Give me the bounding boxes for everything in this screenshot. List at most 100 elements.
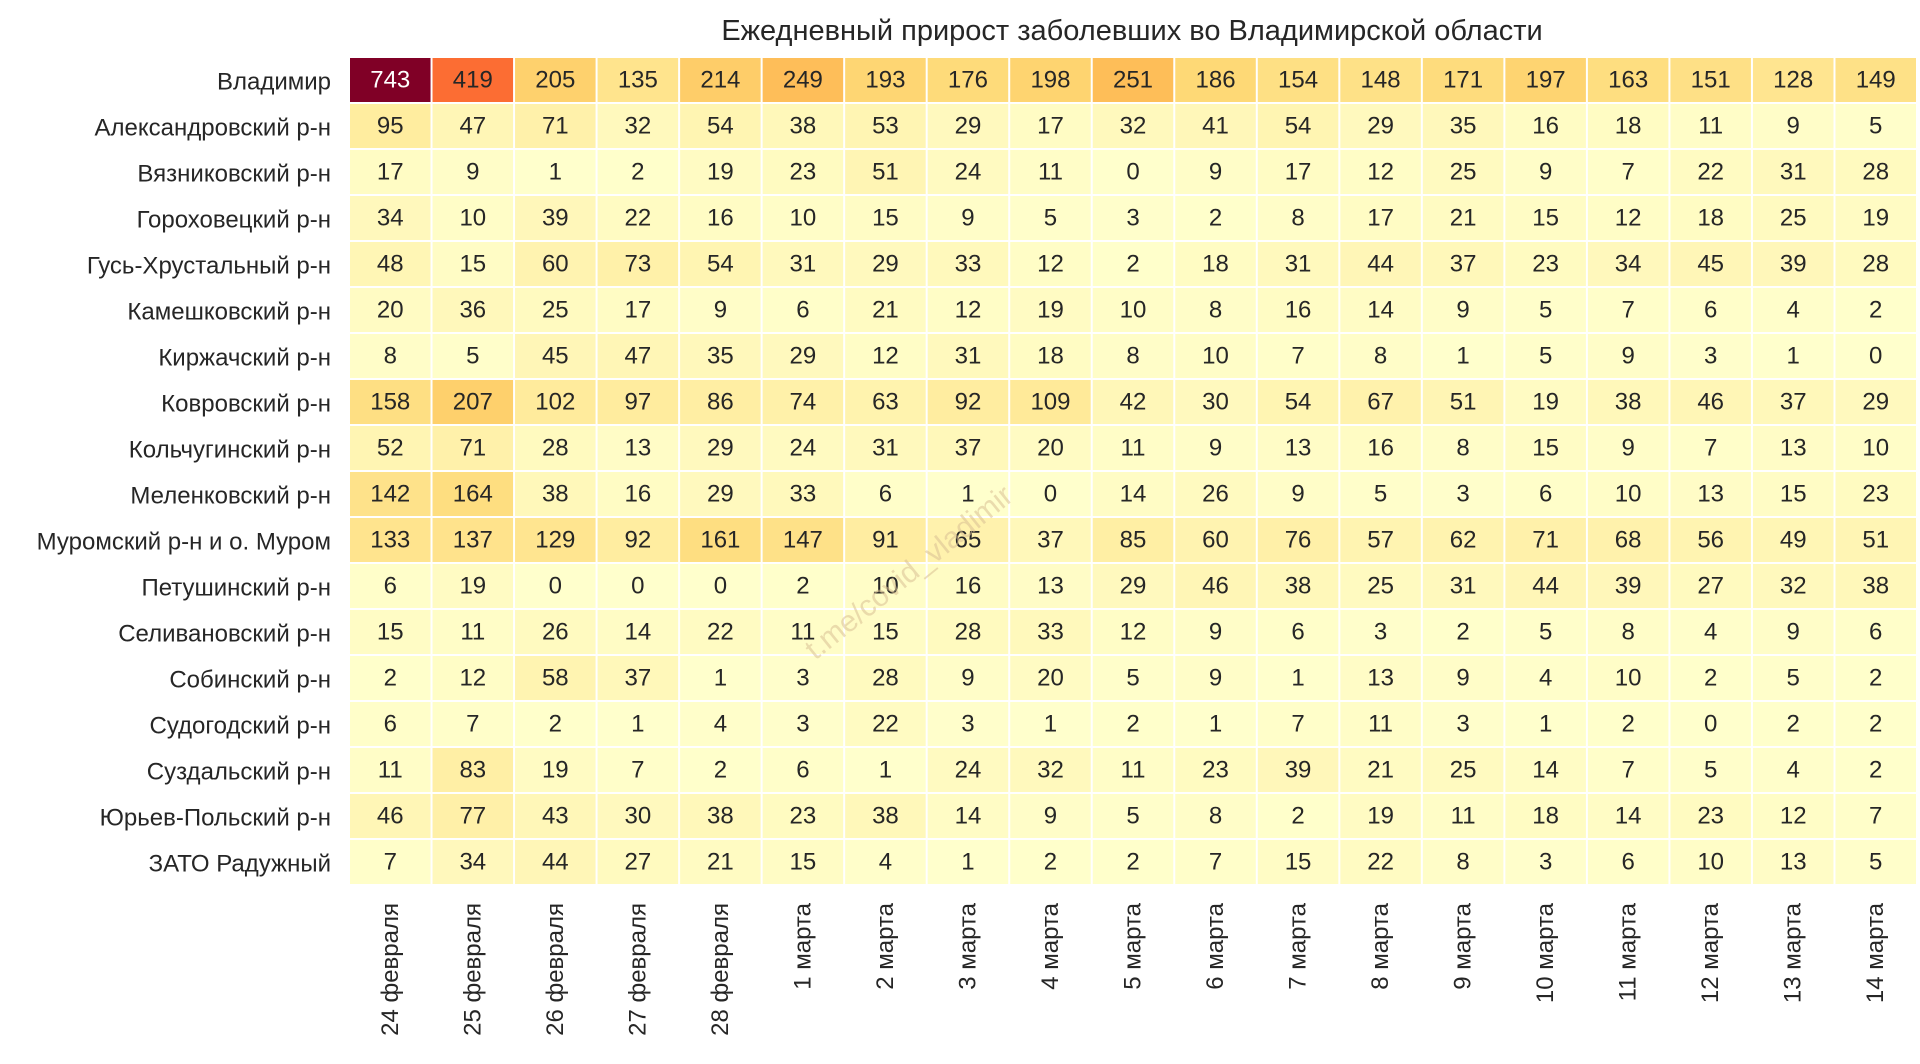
heatmap-cell <box>762 748 844 792</box>
heatmap-cell <box>350 334 431 378</box>
heatmap-value-label: 15 <box>872 619 899 646</box>
heatmap-cell <box>680 196 761 240</box>
heatmap-cell <box>1092 518 1174 562</box>
heatmap-value-label: 35 <box>1450 113 1477 140</box>
heatmap-cell <box>1670 380 1751 424</box>
heatmap-cell <box>1257 242 1339 286</box>
heatmap-value-label: 77 <box>459 803 486 830</box>
heatmap-value-label: 9 <box>1291 481 1304 508</box>
heatmap-value-label: 46 <box>1202 573 1229 600</box>
heatmap-cell <box>1010 380 1091 424</box>
heatmap-value-label: 8 <box>1621 619 1634 646</box>
heatmap-cell <box>1505 288 1586 332</box>
heatmap-cell <box>1010 196 1091 240</box>
heatmap-value-label: 6 <box>1539 481 1552 508</box>
heatmap-cell <box>1505 794 1586 838</box>
column-label: 28 февраля <box>707 903 734 1036</box>
heatmap-value-label: 10 <box>1120 297 1147 324</box>
row-label: Петушинский р-н <box>141 575 331 602</box>
heatmap-value-label: 39 <box>1780 251 1807 278</box>
heatmap-cell <box>1505 702 1586 746</box>
heatmap-value-label: 56 <box>1697 527 1724 554</box>
heatmap-value-label: 11 <box>1121 757 1146 784</box>
heatmap-value-label: 419 <box>453 67 493 94</box>
heatmap-cell <box>1670 196 1751 240</box>
heatmap-cell <box>1422 656 1504 700</box>
heatmap-cell <box>680 150 761 194</box>
heatmap-cell <box>927 794 1009 838</box>
heatmap-cell <box>1505 518 1586 562</box>
heatmap-cell <box>762 150 844 194</box>
heatmap-cell <box>1422 748 1504 792</box>
column-labels: 24 февраля 25 февраля 26 февраля 27 февраля… <box>377 902 1889 1036</box>
heatmap-value-label: 12 <box>955 297 982 324</box>
heatmap-cell <box>1175 518 1256 562</box>
heatmap-value-label: 37 <box>1037 527 1064 554</box>
heatmap-cell <box>680 380 761 424</box>
heatmap-value-label: 2 <box>1869 665 1882 692</box>
heatmap-cell <box>1752 794 1834 838</box>
heatmap-value-label: 1 <box>1539 711 1552 738</box>
heatmap-cell <box>680 104 761 148</box>
heatmap-cell <box>1835 104 1916 148</box>
heatmap-cell <box>1422 564 1504 608</box>
heatmap-cell <box>597 242 679 286</box>
heatmap-cell <box>762 380 844 424</box>
heatmap-value-label: 158 <box>370 389 410 416</box>
heatmap-cell <box>1175 472 1256 516</box>
heatmap-cell <box>1587 702 1669 746</box>
heatmap-cell <box>1587 58 1669 102</box>
heatmap-cell <box>1092 426 1174 470</box>
heatmap-value-label: 4 <box>714 711 727 738</box>
heatmap-value-label: 1 <box>1209 711 1222 738</box>
heatmap-cell <box>1670 518 1751 562</box>
heatmap-cell <box>1340 58 1421 102</box>
row-label: Юрьев-Польский р-н <box>100 805 331 832</box>
heatmap-cell <box>680 242 761 286</box>
heatmap-value-label: 0 <box>714 573 727 600</box>
heatmap-cell <box>1587 518 1669 562</box>
heatmap-cell <box>1092 58 1174 102</box>
heatmap-value-label: 23 <box>1202 757 1229 784</box>
heatmap-value-label: 5 <box>1539 297 1552 324</box>
heatmap-value-label: 133 <box>370 527 410 554</box>
heatmap-cell <box>350 610 431 654</box>
heatmap-value-label: 13 <box>1285 435 1312 462</box>
heatmap-cell <box>1752 242 1834 286</box>
heatmap-cell <box>515 472 596 516</box>
heatmap-value-label: 11 <box>1451 803 1476 830</box>
heatmap-cell <box>350 104 431 148</box>
heatmap-value-label: 3 <box>796 711 809 738</box>
heatmap-cell <box>432 518 514 562</box>
column-label: 2 марта <box>872 902 899 989</box>
heatmap-value-label: 37 <box>955 435 982 462</box>
heatmap-cell <box>1835 380 1916 424</box>
heatmap-cell <box>1175 656 1256 700</box>
heatmap-cell <box>1752 334 1834 378</box>
heatmap-cell <box>1340 748 1421 792</box>
heatmap-value-label: 109 <box>1030 389 1070 416</box>
heatmap-value-label: 31 <box>1450 573 1477 600</box>
heatmap-value-label: 17 <box>1037 113 1064 140</box>
column-label: 4 марта <box>1037 902 1064 989</box>
heatmap-value-label: 47 <box>624 343 651 370</box>
heatmap-cell <box>350 564 431 608</box>
heatmap-value-label: 49 <box>1780 527 1807 554</box>
heatmap-cell <box>1257 518 1339 562</box>
heatmap-value-label: 14 <box>1615 803 1642 830</box>
heatmap-value-label: 54 <box>707 251 734 278</box>
heatmap-cell <box>597 610 679 654</box>
heatmap-value-label: 31 <box>872 435 899 462</box>
heatmap-value-label: 9 <box>1539 159 1552 186</box>
heatmap-value-label: 39 <box>1285 757 1312 784</box>
heatmap-value-label: 20 <box>1037 435 1064 462</box>
heatmap-cell <box>1092 840 1174 884</box>
heatmap-cell <box>1752 564 1834 608</box>
heatmap-cell <box>1010 564 1091 608</box>
heatmap-value-label: 163 <box>1608 67 1648 94</box>
heatmap-cell <box>927 104 1009 148</box>
heatmap-cell <box>1670 288 1751 332</box>
heatmap-value-label: 45 <box>1697 251 1724 278</box>
heatmap-cell <box>1175 58 1256 102</box>
